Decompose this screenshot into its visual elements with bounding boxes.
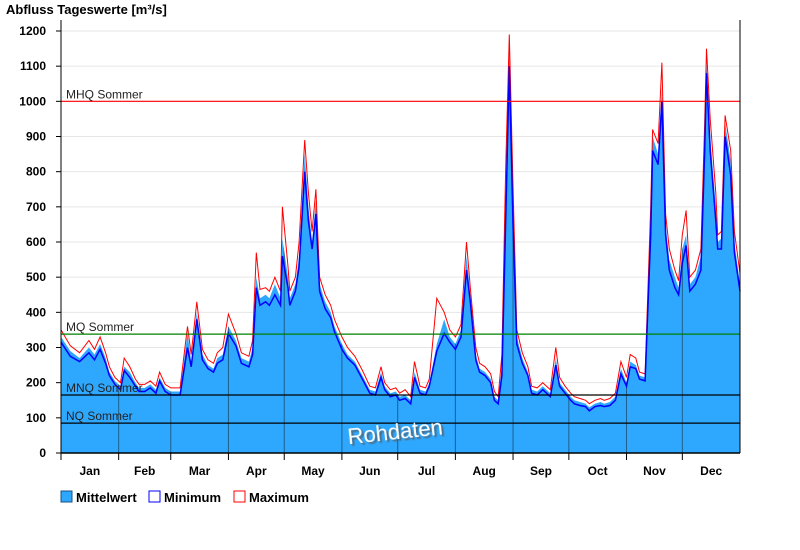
legend-item-minimum[interactable]: Minimum — [148, 490, 221, 505]
maximum-line — [60, 34, 741, 405]
x-tick-label: May — [301, 464, 325, 478]
legend-label-maximum: Maximum — [249, 490, 309, 505]
y-tick-label: 200 — [26, 376, 46, 390]
legend-label-minimum: Minimum — [164, 490, 221, 505]
y-tick-label: 900 — [26, 130, 46, 144]
gridlines — [61, 30, 740, 419]
y-tick-label: 500 — [26, 270, 46, 284]
y-tick-label: 1100 — [20, 59, 46, 73]
y-tick-label: 700 — [26, 200, 46, 214]
x-tick-label: Feb — [134, 464, 155, 478]
legend-swatch-mittelwert — [60, 490, 73, 503]
minimum-line — [60, 66, 741, 412]
y-axis-ticks: 0 100 200 300 400 500 600 700 800 900 1000 1100 1200 — [19, 24, 61, 460]
x-tick-label: Nov — [643, 464, 666, 478]
x-tick-label: Sep — [530, 464, 552, 478]
y-tick-label: 100 — [26, 411, 46, 425]
reference-line-label: MNQ Sommer — [66, 381, 143, 395]
reference-lines: MHQ Sommer MQ Sommer MNQ Sommer NQ Sommer — [61, 87, 740, 424]
x-tick-label: Aug — [473, 464, 496, 478]
legend: Mittelwert Minimum Maximum — [60, 490, 309, 505]
mittelwert-area — [61, 48, 740, 453]
y-tick-label: 0 — [39, 446, 46, 460]
legend-item-maximum[interactable]: Maximum — [233, 490, 309, 505]
legend-swatch-minimum — [148, 490, 161, 503]
y-tick-label: 300 — [26, 341, 46, 355]
x-tick-label: Jan — [79, 464, 100, 478]
y-tick-label: 600 — [26, 235, 46, 249]
y-tick-label: 400 — [26, 305, 46, 319]
x-axis-ticks: Jan Feb Mar Apr May Jun Jul Aug Sep Oct Nov Dec — [60, 453, 722, 478]
legend-item-mittelwert[interactable]: Mittelwert — [60, 490, 137, 505]
y-tick-label: 800 — [26, 165, 46, 179]
reference-line-label: MQ Sommer — [66, 320, 134, 334]
x-tick-label: Jun — [359, 464, 380, 478]
x-tick-label: Apr — [246, 464, 267, 478]
x-tick-label: Dec — [700, 464, 722, 478]
legend-label-mittelwert: Mittelwert — [76, 490, 137, 505]
y-tick-label: 1200 — [19, 24, 46, 38]
chart-title: Abfluss Tageswerte [m³/s] — [6, 2, 167, 17]
legend-swatch-maximum — [233, 490, 246, 503]
reference-line-label: NQ Sommer — [66, 409, 133, 423]
x-tick-label: Mar — [189, 464, 211, 478]
x-tick-label: Jul — [418, 464, 435, 478]
y-tick-label: 1000 — [19, 94, 46, 108]
x-tick-label: Oct — [588, 464, 608, 478]
reference-line-label: MHQ Sommer — [66, 87, 143, 101]
